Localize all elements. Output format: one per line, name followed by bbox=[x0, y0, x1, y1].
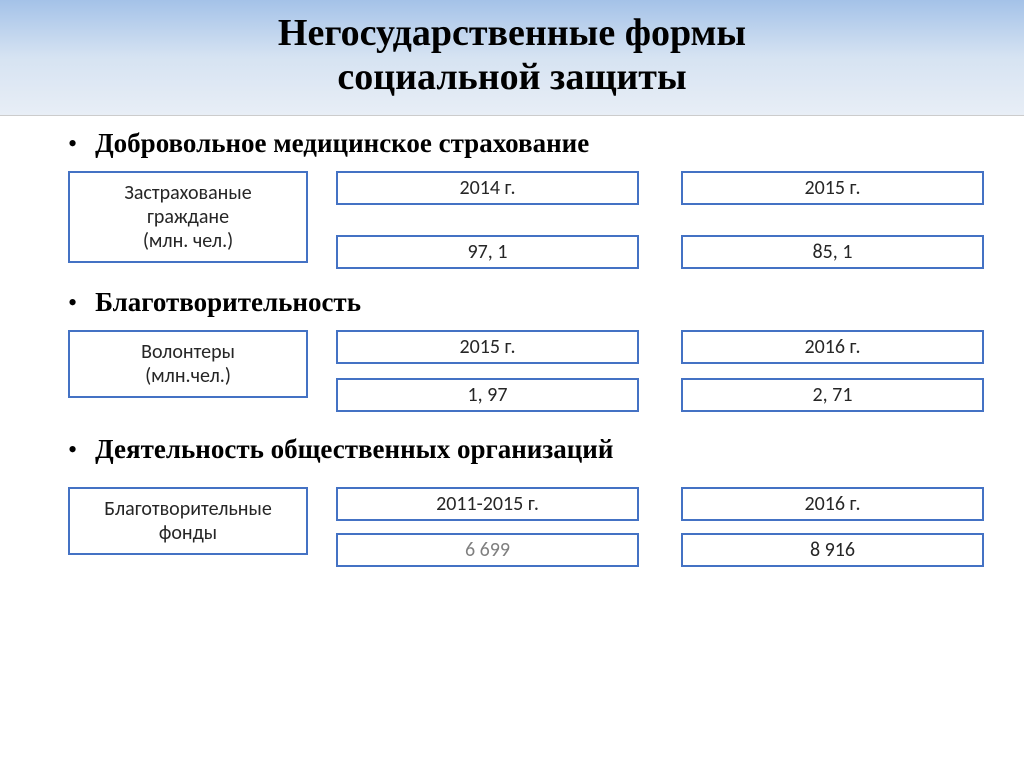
title-bar: Негосударственные формы социальной защит… bbox=[0, 0, 1024, 116]
year-cell: 2016 г. bbox=[681, 487, 984, 521]
section-heading: Добровольное медицинское страхование bbox=[95, 128, 589, 159]
data-column: 2016 г. 8 916 bbox=[681, 487, 984, 567]
year-cell: 2016 г. bbox=[681, 330, 984, 364]
bullet-item: • Благотворительность bbox=[68, 287, 984, 318]
year-cell: 2015 г. bbox=[336, 330, 639, 364]
value-cell: 2, 71 bbox=[681, 378, 984, 412]
label-box-funds: Благотворительные фонды bbox=[68, 487, 308, 555]
page-title: Негосударственные формы социальной защит… bbox=[0, 12, 1024, 99]
data-row: Благотворительные фонды 2011-2015 г. 6 6… bbox=[68, 487, 984, 567]
data-column: 2011-2015 г. 6 699 bbox=[336, 487, 639, 567]
bullet-icon: • bbox=[68, 435, 77, 465]
data-column: 2016 г. 2, 71 bbox=[681, 330, 984, 412]
data-columns: 2015 г. 1, 97 2016 г. 2, 71 bbox=[336, 330, 984, 412]
section-heading: Деятельность общественных организаций bbox=[95, 434, 613, 465]
label-line: Благотворительные bbox=[104, 497, 272, 521]
data-column: 2015 г. 85, 1 bbox=[681, 171, 984, 269]
value-cell: 1, 97 bbox=[336, 378, 639, 412]
bullet-item: • Деятельность общественных организаций bbox=[68, 434, 984, 465]
data-column: 2014 г. 97, 1 bbox=[336, 171, 639, 269]
data-columns: 2011-2015 г. 6 699 2016 г. 8 916 bbox=[336, 487, 984, 567]
value-cell: 85, 1 bbox=[681, 235, 984, 269]
section-charity: • Благотворительность Волонтеры (млн.чел… bbox=[40, 287, 984, 412]
label-line: фонды bbox=[159, 521, 217, 545]
title-line-1: Негосударственные формы bbox=[278, 12, 746, 54]
label-line: Застрахованые bbox=[124, 181, 251, 205]
label-line: (млн. чел.) bbox=[143, 229, 233, 253]
label-line: граждане bbox=[147, 205, 229, 229]
year-cell: 2014 г. bbox=[336, 171, 639, 205]
bullet-icon: • bbox=[68, 288, 77, 318]
value-cell: 6 699 bbox=[336, 533, 639, 567]
value-cell: 97, 1 bbox=[336, 235, 639, 269]
section-insurance: • Добровольное медицинское страхование З… bbox=[40, 128, 984, 269]
bullet-item: • Добровольное медицинское страхование bbox=[68, 128, 984, 159]
data-row: Волонтеры (млн.чел.) 2015 г. 1, 97 2016 … bbox=[68, 330, 984, 412]
year-cell: 2015 г. bbox=[681, 171, 984, 205]
year-cell: 2011-2015 г. bbox=[336, 487, 639, 521]
label-line: (млн.чел.) bbox=[145, 364, 231, 388]
section-organizations: • Деятельность общественных организаций … bbox=[40, 434, 984, 567]
data-row: Застрахованые граждане (млн. чел.) 2014 … bbox=[68, 171, 984, 269]
label-line: Волонтеры bbox=[141, 340, 235, 364]
content-area: • Добровольное медицинское страхование З… bbox=[0, 116, 1024, 567]
label-box-insured: Застрахованые граждане (млн. чел.) bbox=[68, 171, 308, 263]
section-heading: Благотворительность bbox=[95, 287, 361, 318]
title-line-2: социальной защиты bbox=[337, 56, 686, 98]
value-cell: 8 916 bbox=[681, 533, 984, 567]
data-columns: 2014 г. 97, 1 2015 г. 85, 1 bbox=[336, 171, 984, 269]
bullet-icon: • bbox=[68, 129, 77, 159]
data-column: 2015 г. 1, 97 bbox=[336, 330, 639, 412]
label-box-volunteers: Волонтеры (млн.чел.) bbox=[68, 330, 308, 398]
